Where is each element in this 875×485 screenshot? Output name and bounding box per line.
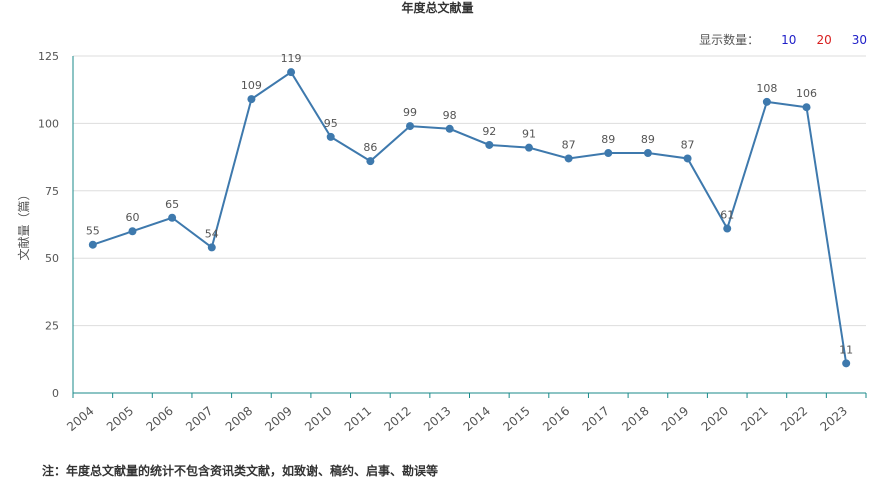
y-tick-label: 0 xyxy=(52,387,59,400)
x-tick-label: 2018 xyxy=(619,404,651,434)
data-label: 61 xyxy=(720,209,734,222)
display-count-option-10[interactable]: 10 xyxy=(781,32,797,47)
data-point xyxy=(406,122,415,131)
data-point xyxy=(842,359,851,368)
footnote: 注：年度总文献量的统计不包含资讯类文献，如致谢、稿约、启事、勘误等 xyxy=(42,464,439,478)
data-label: 55 xyxy=(86,225,100,238)
data-label: 54 xyxy=(205,227,219,240)
data-label: 91 xyxy=(522,128,536,141)
x-tick-label: 2008 xyxy=(223,404,255,434)
chart-title: 年度总文献量 xyxy=(401,1,474,15)
y-tick-label: 50 xyxy=(45,252,59,265)
display-count-option-20[interactable]: 20 xyxy=(816,32,832,47)
data-label: 106 xyxy=(796,87,817,100)
x-tick-label: 2023 xyxy=(818,404,850,434)
data-label: 60 xyxy=(125,211,139,224)
data-point xyxy=(802,103,811,112)
x-tick-label: 2012 xyxy=(381,404,413,434)
data-label: 108 xyxy=(756,82,777,95)
data-label: 11 xyxy=(839,343,853,356)
data-point xyxy=(604,149,613,158)
data-label: 86 xyxy=(363,141,377,154)
x-tick-label: 2006 xyxy=(144,404,176,434)
y-tick-label: 125 xyxy=(38,50,59,63)
x-tick-label: 2013 xyxy=(421,404,453,434)
y-tick-label: 100 xyxy=(38,117,59,130)
x-tick-label: 2004 xyxy=(64,404,96,434)
data-point xyxy=(207,243,216,252)
data-point xyxy=(445,124,454,133)
x-tick-label: 2009 xyxy=(262,404,294,434)
x-tick-label: 2010 xyxy=(302,404,334,434)
display-count-option-30[interactable]: 30 xyxy=(851,32,867,47)
series-line xyxy=(92,70,848,364)
data-point xyxy=(128,227,137,236)
data-point xyxy=(564,154,573,163)
data-point xyxy=(88,240,97,249)
data-label: 92 xyxy=(482,125,496,138)
x-tick-label: 2007 xyxy=(183,404,215,434)
x-tick-label: 2021 xyxy=(738,404,770,434)
data-label: 89 xyxy=(641,133,655,146)
data-point xyxy=(326,132,335,141)
x-tick-label: 2016 xyxy=(540,404,572,434)
data-point xyxy=(723,224,732,233)
display-count-label: 显示数量： xyxy=(699,33,760,47)
x-tick-label: 2005 xyxy=(104,404,136,434)
data-point xyxy=(168,213,177,222)
data-label: 109 xyxy=(241,79,262,92)
data-point xyxy=(366,157,375,166)
data-point xyxy=(683,154,692,163)
x-tick-label: 2019 xyxy=(659,404,691,434)
x-tick-label: 2020 xyxy=(699,404,731,434)
data-point xyxy=(287,68,296,77)
y-tick-label: 25 xyxy=(45,320,59,333)
data-point xyxy=(247,95,256,104)
data-label: 87 xyxy=(681,138,695,151)
data-label: 87 xyxy=(562,138,576,151)
data-label: 119 xyxy=(281,52,302,65)
data-label: 65 xyxy=(165,198,179,211)
data-label: 95 xyxy=(324,117,338,130)
data-point xyxy=(524,143,533,152)
data-point xyxy=(762,97,771,106)
display-count-selector: 显示数量： 10 20 30 xyxy=(699,31,867,48)
x-tick-label: 2017 xyxy=(580,404,612,434)
data-point xyxy=(485,140,494,149)
x-tick-label: 2014 xyxy=(461,404,493,434)
data-point xyxy=(643,149,652,158)
y-axis-title: 文献量（篇） xyxy=(16,188,31,260)
data-label: 89 xyxy=(601,133,615,146)
y-tick-label: 75 xyxy=(45,185,59,198)
x-tick-label: 2011 xyxy=(342,404,374,434)
data-label: 98 xyxy=(443,109,457,122)
x-tick-label: 2022 xyxy=(778,404,810,434)
data-label: 99 xyxy=(403,106,417,119)
x-tick-label: 2015 xyxy=(500,404,532,434)
